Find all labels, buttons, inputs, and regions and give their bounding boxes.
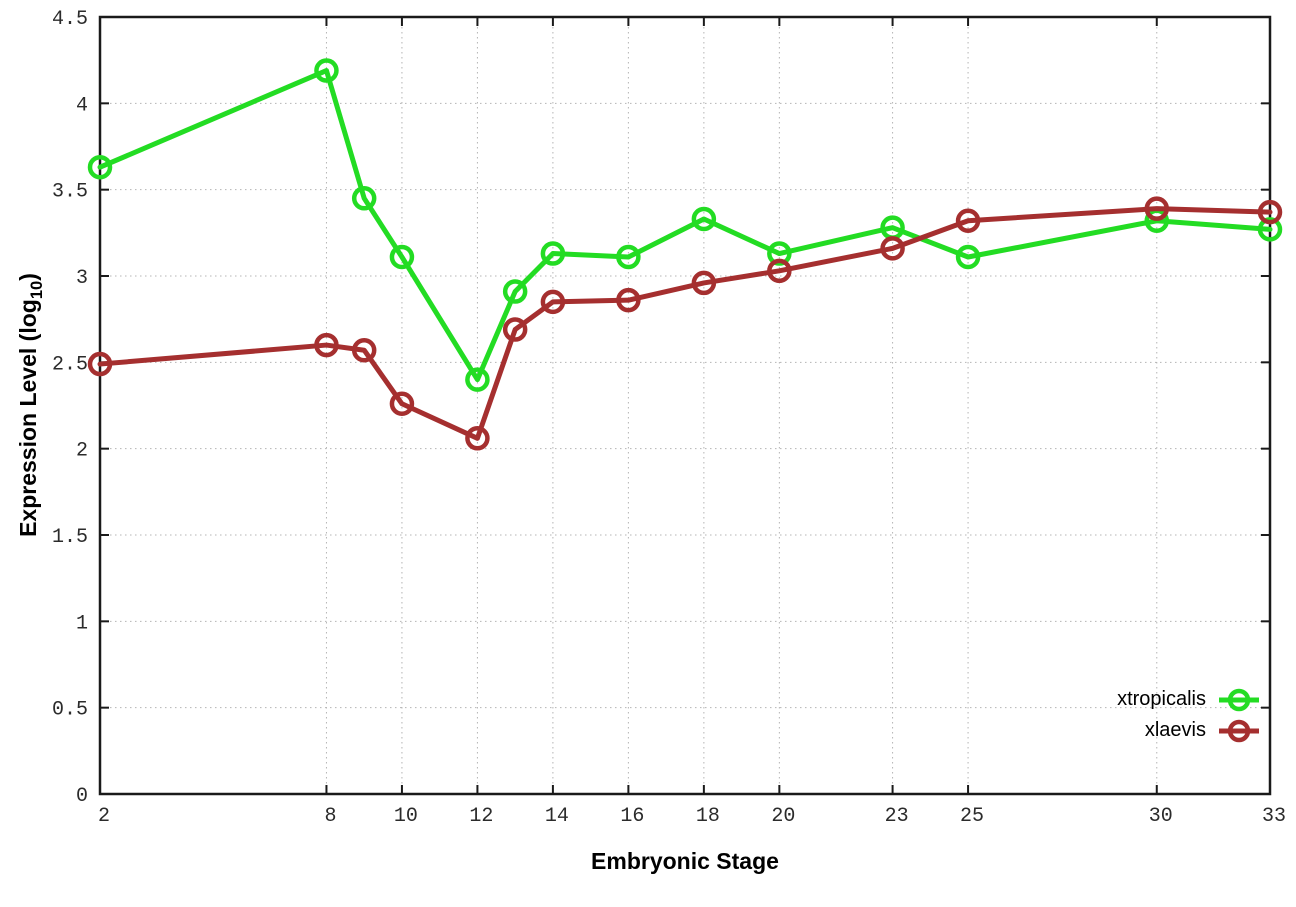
- marker-xlaevis-16: [616, 287, 641, 313]
- line-circle-marker-icon: [1219, 688, 1259, 711]
- marker-xlaevis-10: [389, 391, 415, 417]
- y-tick-label-1: 1: [76, 612, 88, 635]
- marker-xtropicalis-10: [389, 244, 415, 270]
- series-line-xtropicalis: [97, 68, 1273, 383]
- series-xlaevis: [87, 196, 1283, 451]
- line-circle-marker-icon: [1219, 719, 1259, 742]
- x-tick-label-20: 20: [771, 805, 795, 828]
- marker-xlaevis-20: [767, 258, 792, 284]
- series-xtropicalis: [87, 58, 1283, 392]
- legend-label-xlaevis: xlaevis: [1144, 719, 1206, 741]
- y-tick-label-3.5: 3.5: [52, 181, 88, 204]
- x-tick-label-33: 33: [1262, 805, 1286, 828]
- marker-xtropicalis-18: [691, 206, 717, 232]
- marker-xtropicalis-8: [314, 58, 339, 83]
- y-axis-title-text: Expression Level (log: [15, 299, 42, 537]
- marker-xlaevis-18: [691, 270, 717, 296]
- y-tick-label-0: 0: [76, 785, 88, 808]
- marker-xtropicalis-16: [616, 244, 641, 270]
- x-tick-label-8: 8: [324, 805, 336, 828]
- marker-xlaevis-13: [502, 317, 528, 342]
- y-tick-label-4.5: 4.5: [52, 8, 88, 31]
- y-tick-label-2: 2: [76, 440, 88, 463]
- y-axis-title-subscript: 10: [26, 280, 46, 300]
- tick-marks: [99, 16, 1271, 795]
- y-tick-label-1.5: 1.5: [52, 526, 88, 549]
- marker-xlaevis-14: [540, 289, 566, 315]
- marker-xlaevis-30: [1144, 196, 1170, 221]
- y-tick-label-3: 3: [76, 267, 88, 290]
- x-tick-label-23: 23: [885, 805, 909, 828]
- marker-xtropicalis-2: [87, 154, 113, 180]
- x-tick-label-16: 16: [620, 805, 644, 828]
- y-tick-label-2.5: 2.5: [52, 353, 88, 376]
- legend: xtropicalis xlaevis: [1117, 684, 1260, 746]
- marker-xtropicalis-12: [465, 367, 490, 392]
- grid: [100, 17, 1270, 794]
- marker-xlaevis-12: [465, 426, 490, 451]
- tick-labels: 2 8 10 12 14 16 18 20 23 25 30 33 0 0.5 1 1.5 2 2.5 3 3.5 4 4…: [52, 8, 1286, 828]
- x-axis-title: Embryonic Stage: [591, 848, 779, 874]
- y-axis-title: Expression Level (log10): [15, 273, 47, 537]
- marker-xlaevis-33: [1257, 199, 1283, 225]
- x-tick-label-18: 18: [696, 805, 720, 828]
- marker-xtropicalis-33: [1257, 217, 1283, 242]
- x-tick-label-25: 25: [960, 805, 984, 828]
- legend-item-xtropicalis: xtropicalis: [1117, 684, 1260, 715]
- x-tick-label-2: 2: [98, 805, 110, 828]
- marker-xtropicalis-25: [955, 244, 981, 270]
- marker-xlaevis-8: [314, 332, 339, 358]
- x-tick-label-30: 30: [1149, 805, 1173, 828]
- marker-xtropicalis-13: [502, 279, 528, 304]
- x-tick-label-14: 14: [545, 805, 569, 828]
- y-tick-label-0.5: 0.5: [52, 699, 88, 722]
- marker-xlaevis-25: [955, 208, 981, 233]
- legend-label-xtropicalis: xtropicalis: [1117, 688, 1206, 710]
- plot-border: [98, 15, 1272, 796]
- marker-xtropicalis-14: [540, 241, 566, 266]
- marker-xtropicalis-9: [351, 186, 377, 211]
- x-tick-label-12: 12: [469, 805, 493, 828]
- y-axis-title-close: ): [15, 273, 42, 281]
- marker-xlaevis-23: [880, 236, 905, 261]
- marker-xtropicalis-20: [767, 241, 792, 266]
- x-tick-label-10: 10: [394, 805, 418, 828]
- marker-xlaevis-9: [351, 337, 377, 363]
- series-line-xlaevis: [97, 206, 1273, 441]
- y-tick-label-4: 4: [76, 94, 88, 117]
- legend-item-xlaevis: xlaevis: [1117, 715, 1260, 746]
- marker-xlaevis-2: [87, 351, 113, 377]
